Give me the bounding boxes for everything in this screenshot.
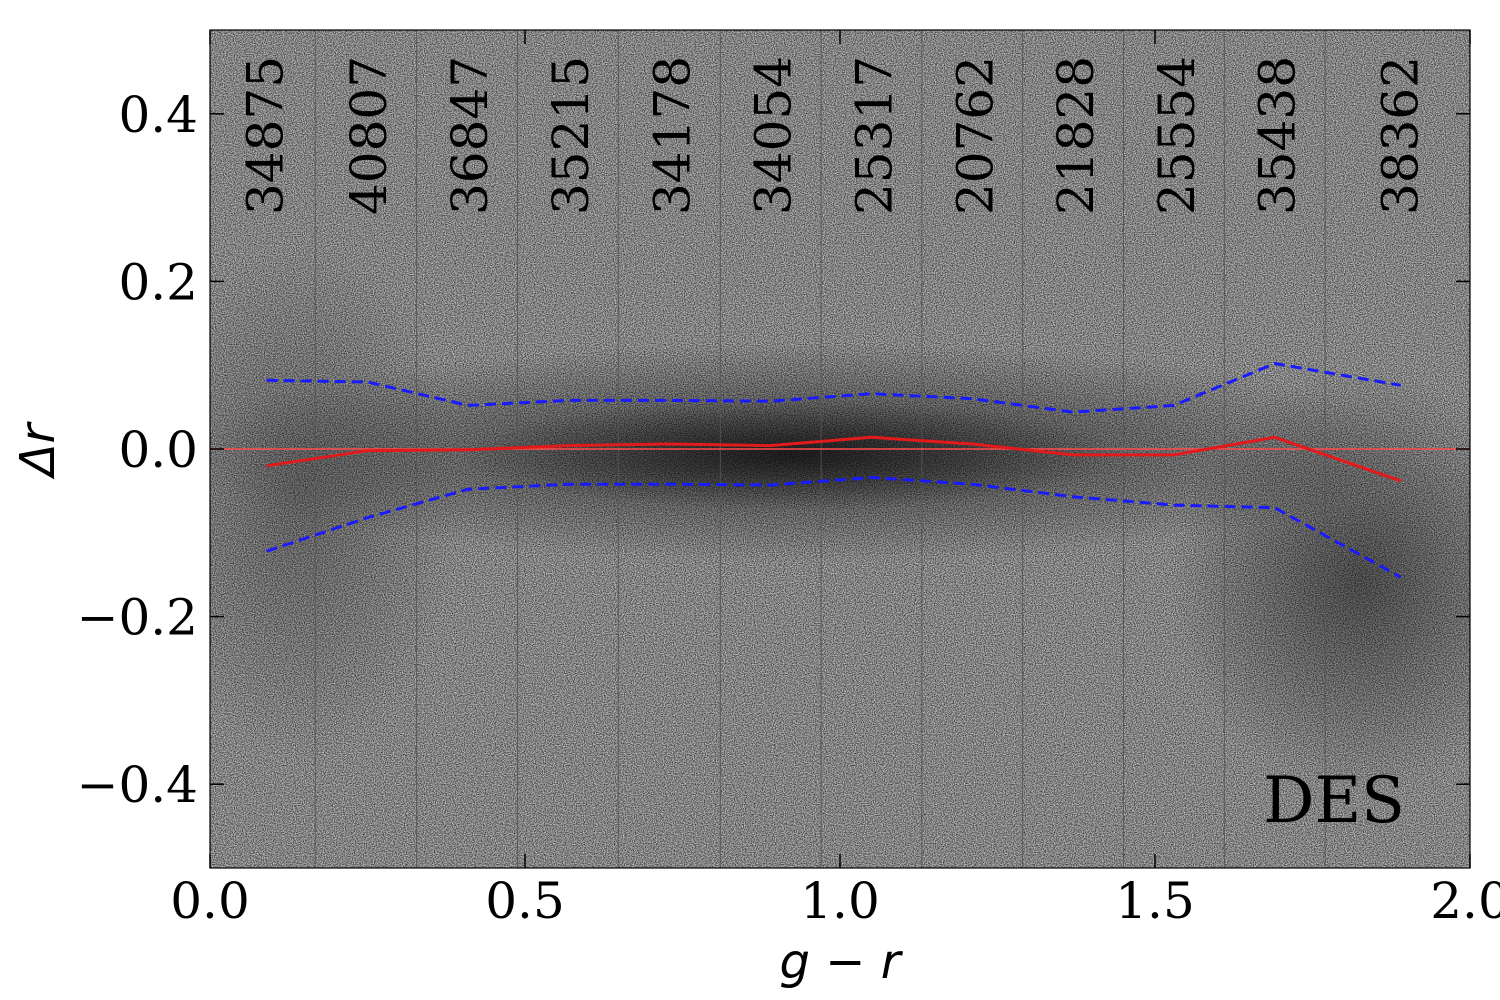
x-tick-label: 0.0 [170, 872, 250, 930]
annotation-des: DES [1263, 764, 1405, 838]
bin-count-label: 34054 [745, 56, 803, 215]
bin-count-label: 36847 [441, 56, 499, 215]
bin-count-labels: 34875 40807 36847 35215 34178 34054 25317 20762… [237, 56, 1430, 215]
y-tick-label: 0.0 [118, 421, 198, 479]
x-tick-label: 0.5 [485, 872, 565, 930]
y-tick-label: −0.4 [77, 756, 198, 814]
axis-ticks: 0.0 0.5 1.0 1.5 2.0 −0.4 −0.2 0.0 0.2 0.4 [77, 30, 1500, 930]
series-layer [266, 362, 1402, 579]
series-lower-line [266, 476, 1402, 579]
bin-count-label: 25317 [846, 56, 904, 215]
series-upper-line [266, 362, 1401, 414]
bin-count-label: 20762 [946, 56, 1004, 215]
bin-count-label: 34875 [237, 56, 295, 215]
x-tick-label: 1.5 [1115, 872, 1195, 930]
y-axis-label: Δr [10, 420, 66, 480]
bin-count-label: 38362 [1372, 56, 1430, 215]
bin-count-label: 35438 [1249, 56, 1307, 215]
x-tick-label: 2.0 [1430, 872, 1500, 930]
bin-count-label: 25554 [1148, 56, 1206, 215]
bin-count-label: 21828 [1047, 56, 1105, 215]
bin-count-label: 34178 [643, 56, 701, 215]
y-tick-label: 0.4 [118, 86, 198, 144]
x-tick-label: 1.0 [800, 872, 880, 930]
y-tick-label: −0.2 [77, 589, 198, 647]
y-tick-label: 0.2 [118, 253, 198, 311]
series-median-line [266, 435, 1402, 483]
bin-count-label: 35215 [542, 56, 600, 215]
x-axis-label: g − r [780, 934, 904, 990]
bin-count-label: 40807 [340, 56, 398, 215]
